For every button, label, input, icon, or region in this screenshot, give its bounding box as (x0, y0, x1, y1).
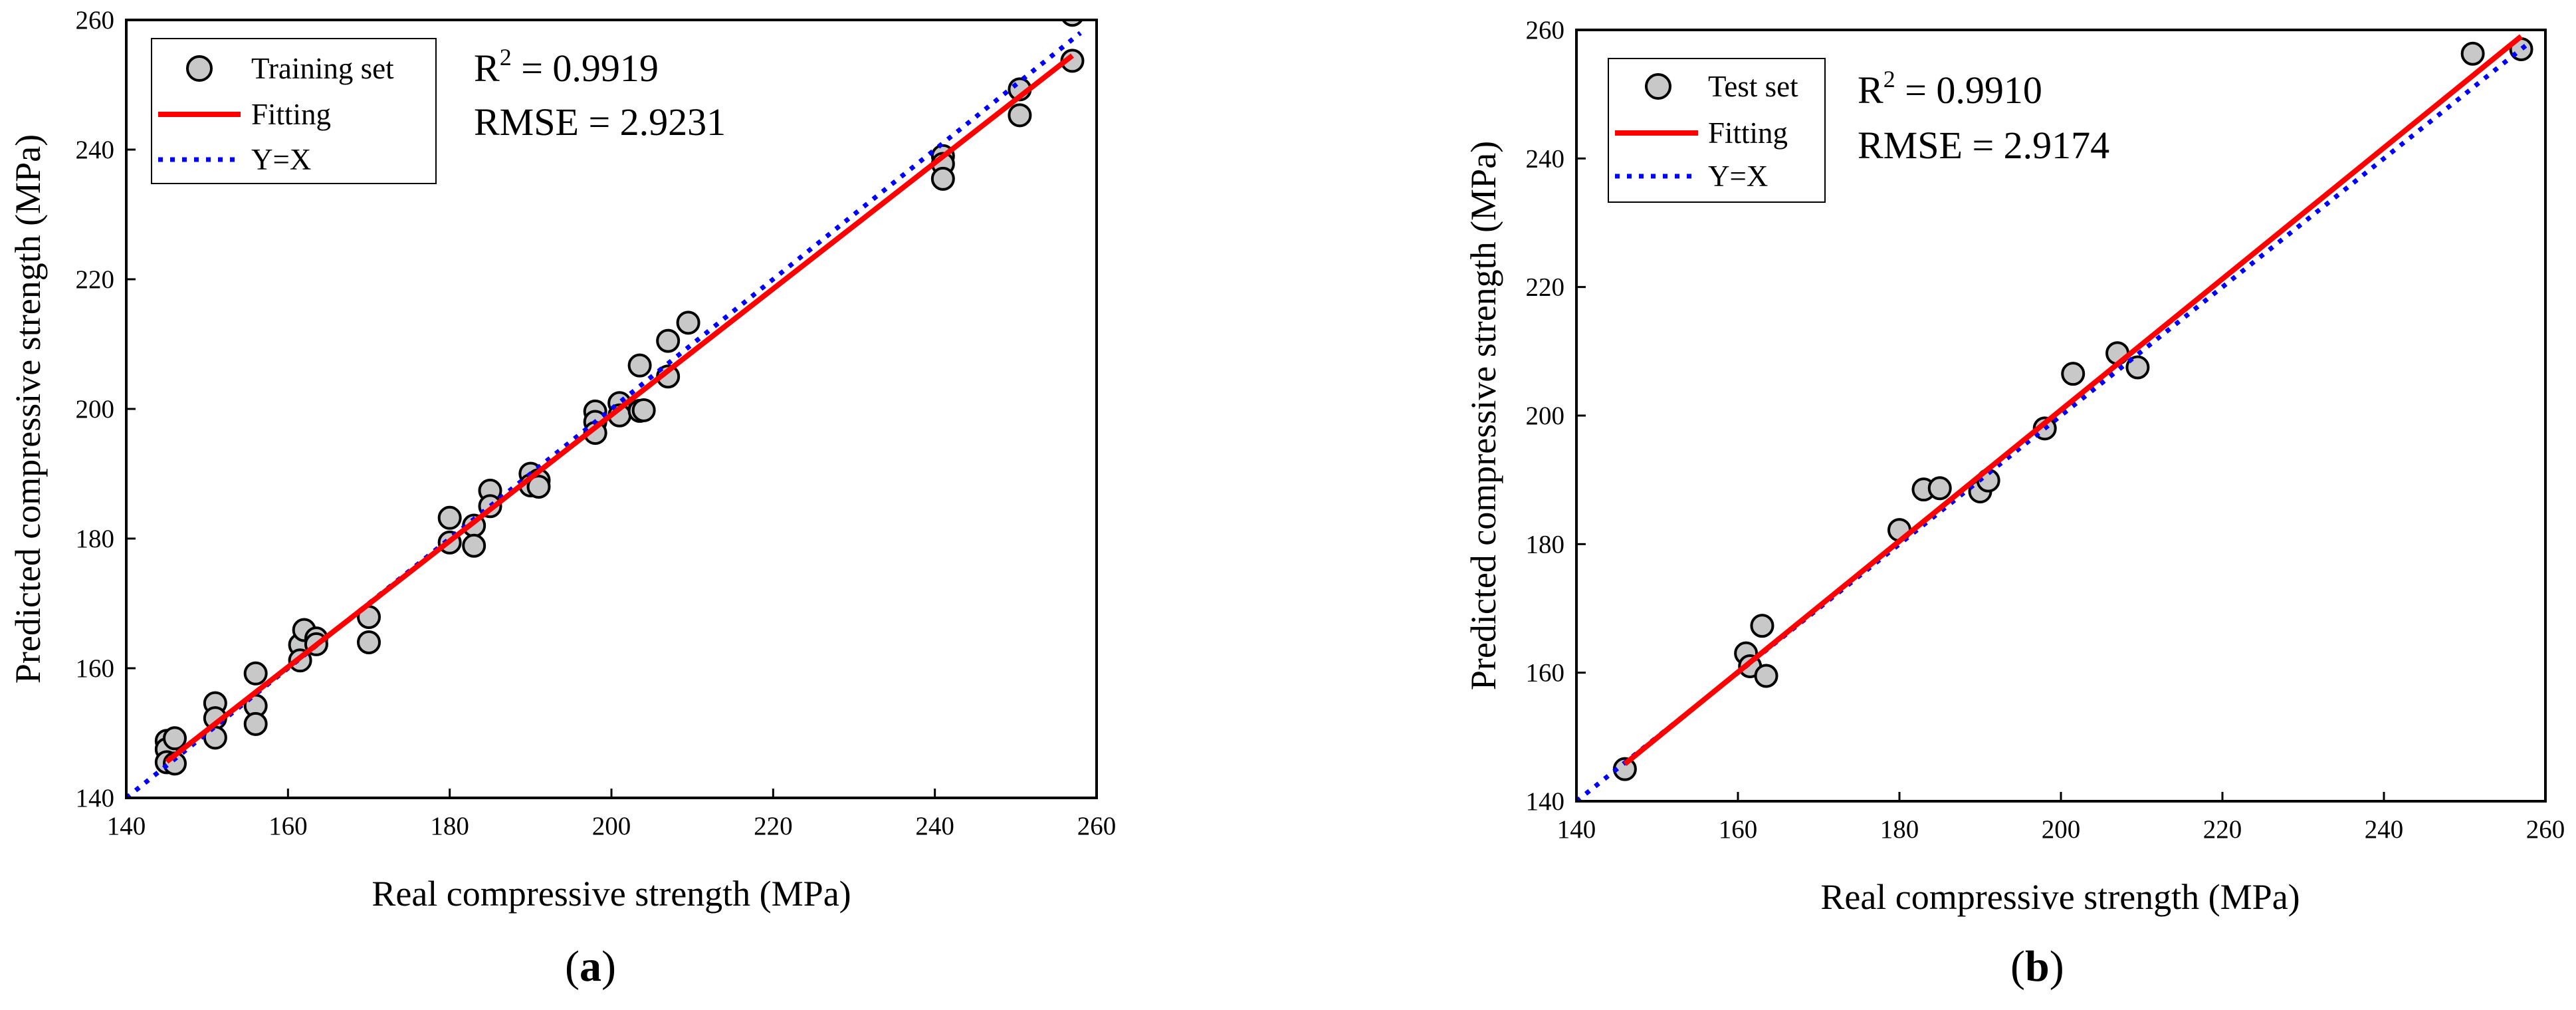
panel-a-data-point (930, 166, 955, 191)
panel-b-x-tick-label: 180 (1880, 815, 1919, 844)
panel-b-data-point (1754, 664, 1778, 688)
panel-b-data-point (1927, 476, 1952, 501)
panel-b-legend-fit-label: Fitting (1708, 116, 1788, 150)
panel-a-x-axis-title: Real compressive strength (MPa) (372, 874, 851, 914)
panel-a-rmse-annotation: RMSE = 2.9231 (474, 100, 726, 144)
panel-a-legend-identity-label: Y=X (251, 143, 311, 176)
panel-a-data-point (631, 398, 656, 422)
panel-b-plot-frame (1575, 29, 2547, 803)
panel-b-label-open-paren: ( (2010, 942, 2025, 991)
panel-b-x-tick-label: 260 (2526, 815, 2565, 844)
panel-b-fit-line (1623, 34, 2523, 767)
panel-a-r2-prefix: R (474, 47, 500, 90)
panel-b-data-point (1750, 614, 1774, 638)
panel-a-r2-superscript: 2 (500, 44, 512, 70)
panel-a-data-point (656, 328, 681, 353)
panel-a-legend-point-marker (186, 55, 213, 82)
panel-a-label-letter: a (580, 942, 601, 991)
panel-b-y-tick-label: 140 (1526, 787, 1565, 816)
panel-a-data-point (627, 353, 652, 378)
panel-b-x-tick-label: 140 (1557, 815, 1596, 844)
panel-b-r2-prefix: R (1858, 68, 1883, 112)
panel-a-plot-area (126, 20, 1085, 798)
panel-a-data-point (243, 711, 268, 736)
panel-a-x-tick-label: 140 (107, 812, 146, 840)
panel-a-x-tick-label: 260 (1077, 812, 1117, 840)
panel-a-y-tick-label: 240 (76, 136, 115, 164)
panel-b: 140 160 180 200 220 240 260 140 160 180 200 220 240 2… (1463, 16, 2565, 991)
panel-a-data-point (1061, 20, 1083, 27)
panel-b-label: (b) (2010, 942, 2064, 991)
panel-a-y-tick-label: 200 (76, 395, 115, 424)
panel-a-y-axis-title: Predicted compressive strength (MPa) (8, 134, 48, 684)
panel-b-y-tick-label: 240 (1526, 144, 1565, 173)
panel-b-y-tick-label: 180 (1526, 530, 1565, 559)
panel-b-x-axis-title: Real compressive strength (MPa) (1820, 877, 2300, 917)
panel-b-y-tick-label: 200 (1526, 402, 1565, 430)
panel-a-x-tick-label: 240 (915, 812, 954, 840)
panel-b-legend-points-label: Test set (1708, 70, 1798, 103)
panel-b-r2-superscript: 2 (1883, 66, 1895, 92)
panel-b-legend-point-marker (1645, 73, 1671, 100)
panel-a-data-point (1008, 103, 1032, 128)
panel-b-y-tick-label: 220 (1526, 273, 1565, 302)
panel-a-x-tick-label: 200 (592, 812, 631, 840)
panel-b-x-tick-label: 160 (1719, 815, 1758, 844)
panel-a-data-point (357, 630, 381, 654)
panel-a-data-point (462, 533, 486, 558)
panel-a-label-open-paren: ( (565, 942, 580, 991)
panel-b-label-letter: b (2025, 942, 2050, 991)
panel-b-y-tick-label: 260 (1526, 16, 1565, 45)
panel-a-y-tick-label: 220 (76, 265, 115, 294)
panel-a-y-tick-label: 160 (76, 654, 115, 683)
panel-a-r2-value: = 0.9919 (512, 47, 659, 90)
panel-a: 140 160 180 200 220 240 260 140 160 180 200 220 240 2… (8, 6, 1117, 991)
panel-b-rmse-annotation: RMSE = 2.9174 (1858, 124, 2109, 167)
panel-a-label-close-paren: ) (601, 942, 616, 991)
panel-a-r2-annotation: R2 = 0.9919 (474, 44, 659, 90)
panel-a-fit-line (165, 53, 1074, 764)
panel-a-x-tick-label: 160 (268, 812, 308, 840)
panel-a-data-point (243, 661, 268, 686)
panel-b-x-tick-label: 240 (2365, 815, 2404, 844)
panel-a-legend-fit-label: Fitting (251, 98, 331, 131)
panel-a-data-point (437, 505, 462, 530)
panel-a-x-tick-label: 180 (430, 812, 469, 840)
panel-a-legend-points-label: Training set (251, 52, 394, 85)
panel-a-data-point (163, 726, 187, 751)
panel-b-x-tick-label: 200 (2042, 815, 2081, 844)
panel-a-plot-layer: 140 160 180 200 220 240 260 140 160 180 200 220 240 2… (76, 6, 1117, 840)
panel-b-r2-value: = 0.9910 (1895, 68, 2042, 112)
panel-a-y-tick-label: 180 (76, 525, 115, 553)
panel-b-label-close-paren: ) (2050, 942, 2064, 991)
panel-b-y-axis-title: Predicted compressive strength (MPa) (1463, 141, 1503, 690)
panel-a-legend: Training set Fitting Y=X (151, 38, 437, 184)
panel-a-y-tick-label: 140 (76, 784, 115, 813)
panel-b-x-tick-label: 220 (2203, 815, 2242, 844)
panel-b-data-point (2061, 362, 2086, 386)
panel-a-data-point (526, 475, 551, 499)
panel-b-legend-identity-label: Y=X (1708, 160, 1768, 193)
panel-b-r2-annotation: R2 = 0.9910 (1858, 66, 2042, 112)
panel-a-label: (a) (565, 942, 616, 991)
panel-b-y-tick-label: 160 (1526, 659, 1565, 688)
panel-b-data-point (2125, 355, 2150, 380)
panel-b-plot-layer: 140 160 180 200 220 240 260 140 160 180 200 220 240 2… (1526, 16, 2565, 844)
panel-a-data-point (676, 311, 700, 335)
panel-b-plot-area (1576, 34, 2533, 801)
panel-b-data-point (2460, 41, 2485, 66)
panel-b-legend: Test set Fitting Y=X (1608, 58, 1826, 203)
panel-a-plot-frame (125, 19, 1098, 799)
panel-a-x-tick-label: 220 (754, 812, 793, 840)
panel-a-y-tick-label: 260 (76, 6, 115, 35)
